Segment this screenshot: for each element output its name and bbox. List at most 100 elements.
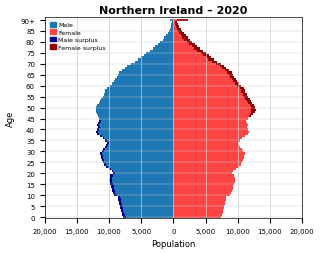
Bar <box>96 109 173 112</box>
Bar <box>194 48 200 50</box>
Bar <box>102 153 173 155</box>
Bar <box>173 33 179 35</box>
Bar <box>169 31 173 33</box>
Bar <box>98 133 99 135</box>
Bar <box>249 116 251 118</box>
Bar <box>141 57 173 59</box>
Bar <box>173 142 238 144</box>
Bar <box>173 157 244 160</box>
Bar <box>173 151 243 153</box>
Bar <box>115 172 173 175</box>
Bar <box>125 214 173 216</box>
Bar <box>103 96 173 98</box>
Bar <box>173 28 177 31</box>
Bar <box>105 146 107 149</box>
Bar <box>173 162 243 164</box>
Bar <box>197 50 203 53</box>
Bar <box>176 26 179 28</box>
Bar <box>122 70 173 72</box>
Bar <box>104 160 173 162</box>
Bar <box>177 20 188 22</box>
Bar <box>114 186 173 188</box>
Bar <box>173 26 176 28</box>
Bar <box>173 35 180 37</box>
Bar <box>112 83 173 85</box>
Bar <box>124 68 173 70</box>
Bar <box>173 37 182 39</box>
Bar <box>105 149 173 151</box>
Bar <box>173 135 245 138</box>
Bar <box>144 55 173 57</box>
Bar <box>153 48 173 50</box>
Bar <box>109 179 112 181</box>
Bar <box>222 68 227 70</box>
Bar <box>97 114 173 116</box>
Bar <box>121 210 124 212</box>
Bar <box>126 216 173 218</box>
Bar <box>173 46 192 48</box>
Bar <box>117 76 173 79</box>
Bar <box>114 170 173 172</box>
Bar <box>228 72 232 74</box>
Bar <box>99 103 173 105</box>
Bar <box>235 83 239 85</box>
Bar <box>173 192 231 194</box>
Bar <box>182 37 188 39</box>
Bar <box>170 20 173 22</box>
Bar <box>109 177 112 179</box>
Bar <box>206 57 211 59</box>
Bar <box>104 138 173 140</box>
Bar <box>184 39 190 42</box>
Bar <box>166 35 173 37</box>
Bar <box>173 24 175 26</box>
Bar <box>98 122 100 124</box>
Bar <box>116 192 173 194</box>
Bar <box>212 61 217 64</box>
Bar <box>173 194 230 197</box>
Bar <box>97 129 99 131</box>
Bar <box>112 181 173 183</box>
Bar <box>100 101 173 103</box>
Bar <box>173 183 234 186</box>
Bar <box>135 61 173 64</box>
Bar <box>189 44 195 46</box>
Bar <box>173 179 235 181</box>
Bar <box>119 203 122 205</box>
Bar <box>173 44 189 46</box>
Bar <box>173 79 232 81</box>
Bar <box>112 177 173 179</box>
Bar <box>173 212 223 214</box>
Bar <box>173 188 233 190</box>
Bar <box>241 90 245 92</box>
Bar <box>216 64 221 66</box>
Bar <box>173 118 248 120</box>
Bar <box>99 129 173 131</box>
Bar <box>173 98 245 101</box>
Bar <box>173 39 184 42</box>
Bar <box>173 57 206 59</box>
Bar <box>173 66 220 68</box>
Bar <box>107 140 173 142</box>
Bar <box>173 203 225 205</box>
Bar <box>173 170 233 172</box>
Bar <box>173 90 241 92</box>
Bar <box>104 94 173 96</box>
Y-axis label: Age: Age <box>5 110 14 126</box>
Bar <box>104 164 106 166</box>
Bar <box>109 168 111 170</box>
Bar <box>139 59 173 61</box>
Bar <box>225 70 229 72</box>
Bar <box>243 94 247 96</box>
Bar <box>173 22 175 24</box>
Bar <box>187 42 192 44</box>
Bar <box>175 24 178 26</box>
Bar <box>99 133 173 135</box>
Bar <box>121 199 173 201</box>
Bar <box>173 216 221 218</box>
Bar <box>173 205 224 208</box>
Bar <box>173 153 245 155</box>
Bar <box>173 190 232 192</box>
Bar <box>203 55 209 57</box>
Bar <box>173 166 238 168</box>
Bar <box>96 112 173 114</box>
